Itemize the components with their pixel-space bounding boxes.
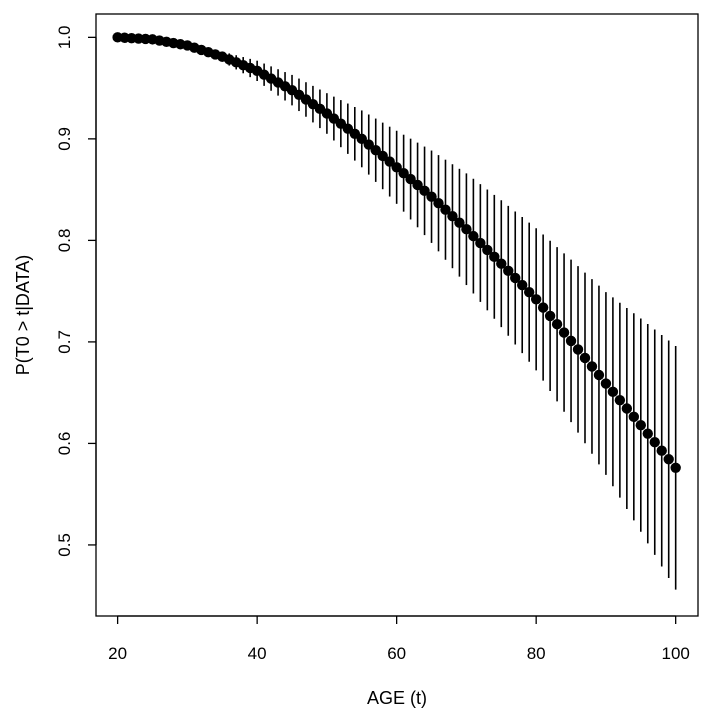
data-point — [551, 319, 563, 330]
data-point — [468, 230, 479, 242]
data-point — [670, 462, 681, 473]
data-point — [565, 335, 577, 347]
y-axis: 0.5 0.6 0.7 0.8 0.9 1.0 — [55, 26, 97, 557]
data-point — [412, 179, 423, 191]
y-tick-label: 0.9 — [55, 127, 74, 151]
x-tick-label: 100 — [661, 644, 689, 663]
plot-frame — [95, 13, 699, 617]
data-point — [433, 198, 444, 209]
data-point — [523, 286, 535, 298]
y-tick-label: 0.7 — [55, 330, 74, 354]
data-point — [475, 237, 486, 249]
data-point — [635, 419, 646, 431]
data-point — [544, 310, 556, 322]
data-point — [489, 251, 500, 263]
data-point — [517, 279, 528, 291]
data-point — [510, 272, 521, 284]
data-point — [370, 145, 381, 156]
data-point — [496, 258, 507, 269]
data-point — [356, 133, 367, 145]
x-axis: 20 40 60 80 100 — [108, 615, 690, 663]
data-point — [663, 454, 674, 465]
data-point — [377, 150, 388, 162]
data-point — [642, 428, 653, 439]
data-point — [628, 411, 640, 423]
x-tick-label: 20 — [108, 644, 127, 663]
data-point — [593, 369, 605, 381]
data-point — [537, 302, 549, 313]
y-axis-title: P(T0 > t|DATA) — [13, 255, 33, 376]
x-tick-label: 60 — [387, 644, 406, 663]
y-tick-label: 1.0 — [55, 26, 74, 50]
data-point — [579, 352, 591, 364]
x-tick-label: 80 — [527, 644, 546, 663]
data-point — [363, 139, 374, 150]
data-point — [398, 167, 409, 179]
data-point — [503, 265, 514, 277]
data-point — [384, 156, 395, 167]
y-tick-label: 0.5 — [55, 533, 74, 557]
data-point — [607, 386, 619, 398]
data-point — [461, 224, 472, 235]
data-points — [112, 32, 681, 473]
data-point — [440, 204, 451, 215]
data-point — [656, 445, 667, 456]
data-point — [405, 173, 416, 185]
data-point — [600, 378, 612, 389]
data-point — [572, 344, 584, 355]
data-point — [391, 162, 402, 173]
data-point — [621, 403, 633, 414]
data-point — [614, 394, 626, 406]
data-point — [419, 185, 430, 197]
y-tick-label: 0.8 — [55, 229, 74, 253]
data-point — [586, 361, 598, 372]
data-point — [482, 244, 493, 256]
data-point — [649, 437, 660, 448]
data-point — [558, 327, 570, 338]
y-tick-label: 0.6 — [55, 432, 74, 456]
data-point — [426, 191, 437, 202]
error-bars — [193, 46, 677, 590]
x-axis-title: AGE (t) — [367, 688, 427, 708]
x-tick-label: 40 — [248, 644, 267, 663]
data-point — [530, 294, 542, 305]
data-point — [447, 211, 458, 222]
data-point — [454, 217, 465, 228]
